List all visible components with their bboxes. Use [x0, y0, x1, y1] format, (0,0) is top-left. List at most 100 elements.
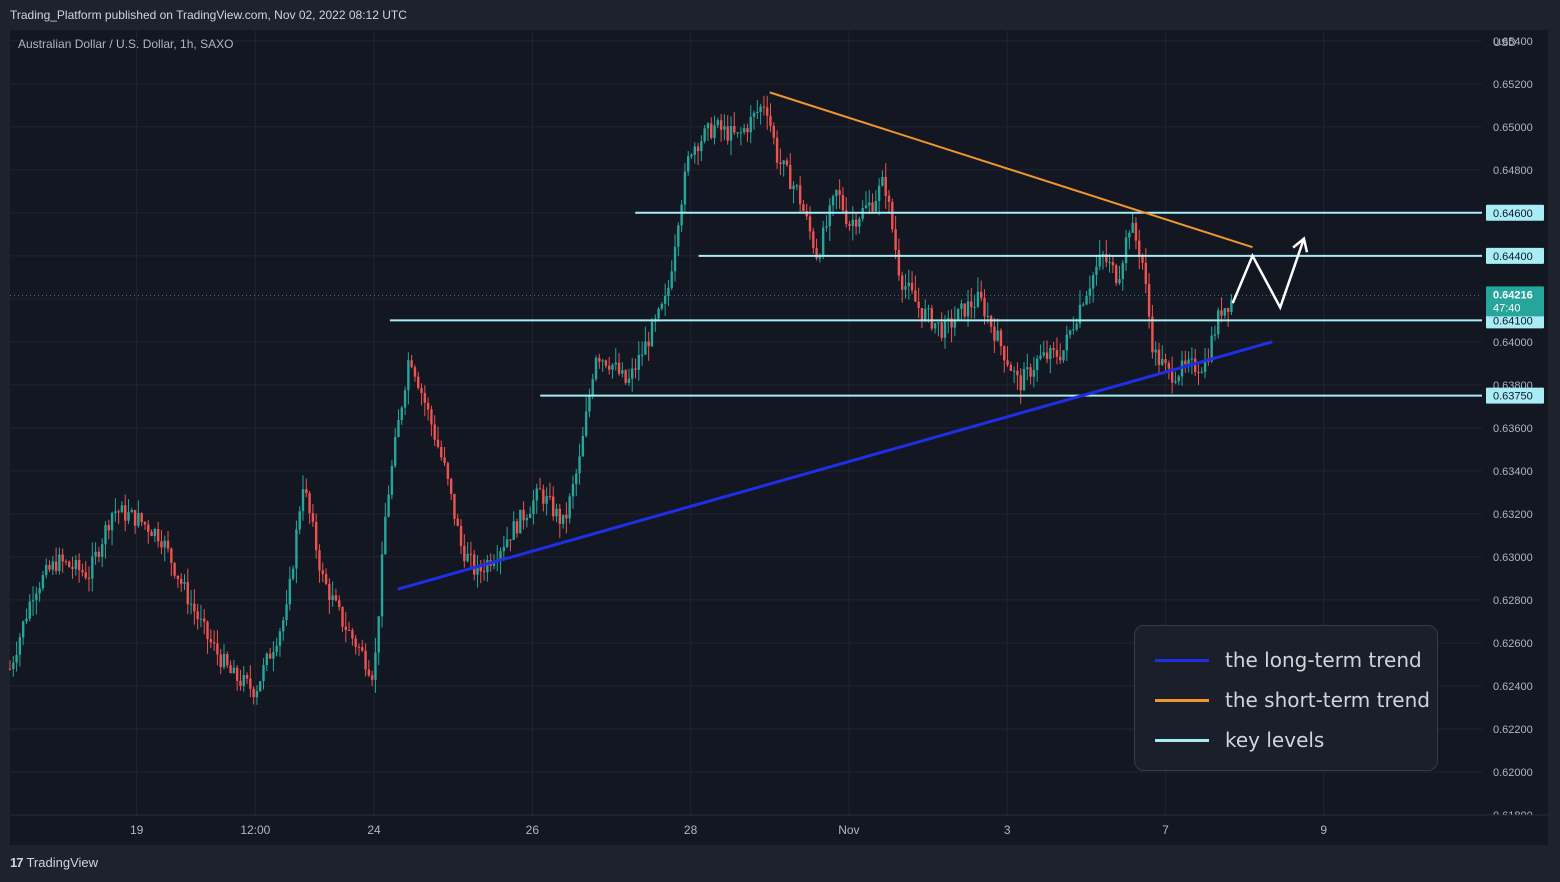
candle-body — [449, 478, 453, 494]
candle-body — [463, 545, 466, 562]
candle-body — [51, 561, 54, 570]
tradingview-logo[interactable]: 17 TradingView — [10, 855, 98, 870]
candle-body — [318, 550, 321, 571]
candle-up — [947, 310, 950, 334]
candle-body — [163, 540, 166, 548]
candle-body — [930, 308, 934, 329]
candle-down — [1055, 337, 1059, 365]
candle-up — [723, 114, 726, 141]
candle-up — [1078, 290, 1082, 328]
candle-up — [12, 656, 15, 677]
candle-up — [1035, 355, 1039, 382]
candle-up — [1012, 366, 1016, 384]
candle-body — [384, 516, 387, 555]
candle-body — [374, 652, 377, 680]
candle-body — [558, 508, 561, 524]
candle-up — [575, 468, 578, 497]
candle-body — [1128, 232, 1131, 238]
candle-body — [973, 306, 976, 308]
candle-up — [1068, 329, 1072, 339]
candle-body — [133, 510, 137, 526]
price-tick-label: 0.65000 — [1493, 122, 1533, 134]
candle-down — [983, 289, 986, 325]
candle-body — [598, 357, 601, 362]
candle-body — [486, 560, 489, 573]
candle-up — [18, 633, 22, 667]
price-tick-label: 0.62400 — [1493, 681, 1533, 693]
candle-body — [1141, 255, 1144, 263]
candle-up — [528, 506, 532, 519]
candle-up — [21, 620, 25, 645]
candle-up — [594, 355, 598, 382]
candle-down — [910, 271, 914, 295]
candle-down — [84, 561, 87, 580]
candle-body — [532, 500, 535, 514]
candle-down — [249, 665, 252, 698]
candle-body — [341, 607, 344, 627]
candle-down — [1052, 341, 1055, 359]
candle-up — [387, 485, 390, 518]
candle-body — [927, 308, 930, 310]
candle-body — [476, 565, 479, 575]
candle-body — [808, 216, 812, 232]
candle-up — [397, 409, 400, 438]
candle-body — [1220, 310, 1223, 316]
candle-up — [821, 220, 825, 259]
candle-body — [189, 603, 193, 605]
price-tick-label: 0.63600 — [1493, 423, 1533, 435]
candle-body — [1026, 367, 1029, 370]
candle-body — [28, 601, 31, 619]
candle-up — [933, 322, 937, 334]
candle-body — [989, 315, 993, 327]
candle-body — [1230, 299, 1233, 312]
candle-body — [874, 200, 878, 212]
candle-up — [960, 299, 963, 321]
candle-body — [426, 402, 430, 410]
candle-body — [117, 511, 120, 513]
candle-down — [341, 606, 344, 632]
candle-up — [1049, 345, 1052, 374]
candle-body — [443, 457, 446, 464]
candle-body — [232, 667, 236, 674]
candle-up — [973, 294, 976, 319]
candle-up — [792, 181, 795, 204]
candle-body — [259, 681, 262, 692]
time-tick-label: 7 — [1162, 823, 1169, 837]
candle-down — [456, 513, 459, 527]
candle-body — [137, 513, 140, 526]
candle-body — [1019, 375, 1022, 391]
candle-down — [347, 621, 351, 631]
candle-up — [51, 556, 54, 575]
candle-down — [1220, 297, 1223, 323]
candle-body — [910, 282, 914, 291]
candle-body — [601, 360, 604, 362]
candle-body — [110, 512, 114, 531]
candle-up — [677, 222, 680, 257]
candle-down — [413, 364, 417, 382]
candle-body — [107, 525, 110, 531]
candle-body — [729, 125, 733, 141]
candle-body — [203, 618, 206, 622]
symbol-title[interactable]: Australian Dollar / U.S. Dollar, 1h, SAX… — [18, 37, 234, 51]
candle-up — [1039, 344, 1042, 361]
footer-bar — [0, 848, 1560, 882]
chart-plot — [8, 30, 1482, 816]
candle-body — [838, 190, 841, 195]
candle-down — [354, 634, 357, 655]
candle-body — [996, 330, 999, 341]
candle-up — [1210, 326, 1213, 364]
candle-up — [739, 127, 743, 146]
candle-down — [930, 304, 934, 331]
candle-body — [222, 654, 226, 668]
candle-body — [891, 201, 894, 230]
candle-body — [821, 227, 825, 257]
candle-body — [1006, 360, 1009, 365]
candle-up — [278, 627, 282, 657]
candle-body — [789, 165, 792, 189]
candle-up — [1085, 290, 1088, 306]
price-tick-label: 0.62600 — [1493, 638, 1533, 650]
candle-up — [114, 498, 117, 522]
candle-up — [1022, 362, 1026, 391]
candle-body — [1091, 275, 1095, 289]
